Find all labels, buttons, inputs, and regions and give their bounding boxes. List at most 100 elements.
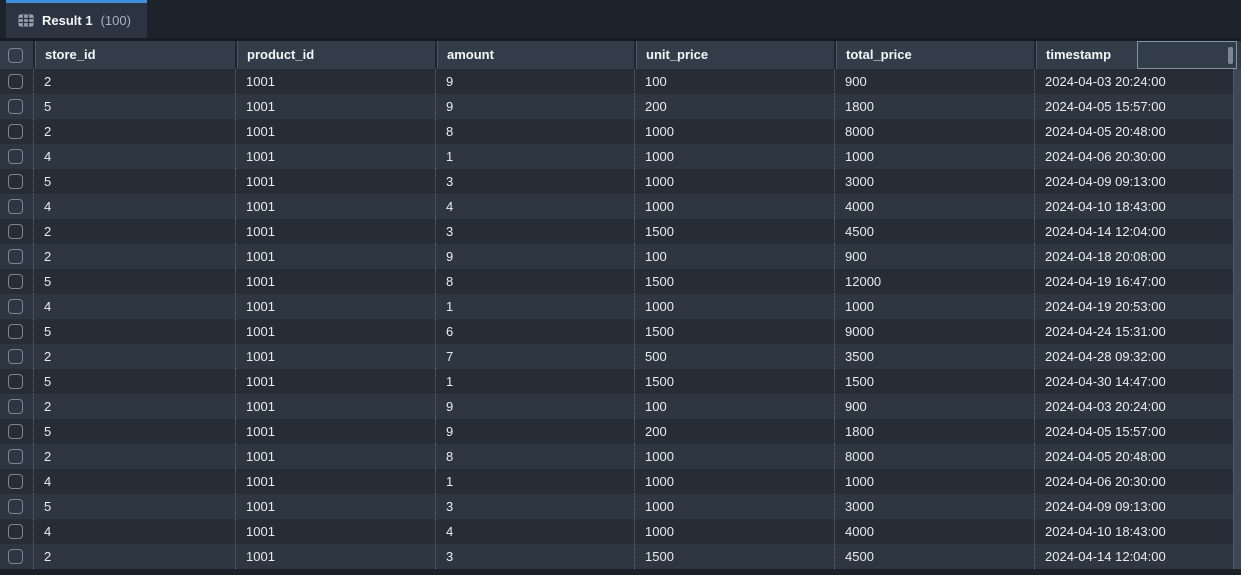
- cell-product_id[interactable]: 1001: [235, 219, 435, 244]
- cell-total_price[interactable]: 8000: [834, 119, 1034, 144]
- cell-amount[interactable]: 1: [435, 369, 634, 394]
- cell-unit_price[interactable]: 1500: [634, 269, 834, 294]
- row-checkbox[interactable]: [8, 174, 23, 189]
- cell-timestamp[interactable]: 2024-04-10 18:43:00: [1034, 194, 1233, 219]
- cell-unit_price[interactable]: 100: [634, 69, 834, 94]
- row-checkbox[interactable]: [8, 74, 23, 89]
- cell-total_price[interactable]: 1800: [834, 419, 1034, 444]
- cell-amount[interactable]: 8: [435, 444, 634, 469]
- cell-product_id[interactable]: 1001: [235, 344, 435, 369]
- scrollbar-gutter[interactable]: [1233, 319, 1241, 344]
- cell-timestamp[interactable]: 2024-04-06 20:30:00: [1034, 144, 1233, 169]
- row-checkbox[interactable]: [8, 399, 23, 414]
- cell-timestamp[interactable]: 2024-04-19 16:47:00: [1034, 269, 1233, 294]
- cell-total_price[interactable]: 3500: [834, 344, 1034, 369]
- cell-total_price[interactable]: 1800: [834, 94, 1034, 119]
- scrollbar-thumb[interactable]: [1228, 47, 1233, 64]
- cell-product_id[interactable]: 1001: [235, 119, 435, 144]
- cell-unit_price[interactable]: 1000: [634, 169, 834, 194]
- row-checkbox[interactable]: [8, 99, 23, 114]
- cell-store_id[interactable]: 2: [33, 244, 235, 269]
- row-checkbox[interactable]: [8, 549, 23, 564]
- cell-total_price[interactable]: 4500: [834, 219, 1034, 244]
- cell-timestamp[interactable]: 2024-04-03 20:24:00: [1034, 394, 1233, 419]
- cell-total_price[interactable]: 9000: [834, 319, 1034, 344]
- cell-amount[interactable]: 9: [435, 419, 634, 444]
- tab-result-1[interactable]: Result 1 (100): [6, 0, 147, 38]
- cell-product_id[interactable]: 1001: [235, 319, 435, 344]
- cell-timestamp[interactable]: 2024-04-05 15:57:00: [1034, 419, 1233, 444]
- cell-store_id[interactable]: 4: [33, 294, 235, 319]
- scrollbar-gutter[interactable]: [1233, 394, 1241, 419]
- cell-timestamp[interactable]: 2024-04-03 20:24:00: [1034, 69, 1233, 94]
- cell-amount[interactable]: 3: [435, 169, 634, 194]
- scrollbar-gutter[interactable]: [1233, 219, 1241, 244]
- cell-amount[interactable]: 6: [435, 319, 634, 344]
- cell-product_id[interactable]: 1001: [235, 69, 435, 94]
- column-header-product_id[interactable]: product_id: [235, 41, 435, 69]
- row-checkbox[interactable]: [8, 249, 23, 264]
- cell-store_id[interactable]: 4: [33, 194, 235, 219]
- cell-total_price[interactable]: 1000: [834, 294, 1034, 319]
- cell-store_id[interactable]: 2: [33, 219, 235, 244]
- row-checkbox[interactable]: [8, 124, 23, 139]
- cell-store_id[interactable]: 2: [33, 69, 235, 94]
- cell-product_id[interactable]: 1001: [235, 419, 435, 444]
- cell-total_price[interactable]: 4000: [834, 519, 1034, 544]
- cell-unit_price[interactable]: 1000: [634, 144, 834, 169]
- cell-unit_price[interactable]: 1000: [634, 519, 834, 544]
- cell-store_id[interactable]: 5: [33, 169, 235, 194]
- cell-total_price[interactable]: 12000: [834, 269, 1034, 294]
- cell-store_id[interactable]: 5: [33, 269, 235, 294]
- cell-unit_price[interactable]: 1000: [634, 494, 834, 519]
- row-checkbox[interactable]: [8, 299, 23, 314]
- cell-amount[interactable]: 1: [435, 294, 634, 319]
- cell-amount[interactable]: 7: [435, 344, 634, 369]
- cell-total_price[interactable]: 1000: [834, 469, 1034, 494]
- cell-total_price[interactable]: 1000: [834, 144, 1034, 169]
- column-header-store_id[interactable]: store_id: [33, 41, 235, 69]
- row-checkbox[interactable]: [8, 449, 23, 464]
- cell-amount[interactable]: 3: [435, 544, 634, 569]
- cell-amount[interactable]: 9: [435, 244, 634, 269]
- cell-timestamp[interactable]: 2024-04-24 15:31:00: [1034, 319, 1233, 344]
- cell-timestamp[interactable]: 2024-04-18 20:08:00: [1034, 244, 1233, 269]
- row-checkbox[interactable]: [8, 424, 23, 439]
- cell-product_id[interactable]: 1001: [235, 294, 435, 319]
- cell-unit_price[interactable]: 1000: [634, 469, 834, 494]
- cell-timestamp[interactable]: 2024-04-05 20:48:00: [1034, 119, 1233, 144]
- scrollbar-gutter[interactable]: [1233, 94, 1241, 119]
- cell-timestamp[interactable]: 2024-04-10 18:43:00: [1034, 519, 1233, 544]
- cell-product_id[interactable]: 1001: [235, 269, 435, 294]
- cell-total_price[interactable]: 900: [834, 394, 1034, 419]
- cell-amount[interactable]: 3: [435, 219, 634, 244]
- row-checkbox[interactable]: [8, 474, 23, 489]
- cell-unit_price[interactable]: 200: [634, 94, 834, 119]
- cell-product_id[interactable]: 1001: [235, 494, 435, 519]
- cell-product_id[interactable]: 1001: [235, 469, 435, 494]
- scrollbar-gutter[interactable]: [1233, 519, 1241, 544]
- cell-amount[interactable]: 1: [435, 144, 634, 169]
- cell-unit_price[interactable]: 1000: [634, 444, 834, 469]
- cell-product_id[interactable]: 1001: [235, 194, 435, 219]
- cell-timestamp[interactable]: 2024-04-05 15:57:00: [1034, 94, 1233, 119]
- cell-timestamp[interactable]: 2024-04-09 09:13:00: [1034, 494, 1233, 519]
- scrollbar-gutter[interactable]: [1233, 69, 1241, 94]
- cell-unit_price[interactable]: 1500: [634, 544, 834, 569]
- row-checkbox[interactable]: [8, 499, 23, 514]
- cell-amount[interactable]: 1: [435, 469, 634, 494]
- scrollbar-gutter[interactable]: [1233, 369, 1241, 394]
- cell-product_id[interactable]: 1001: [235, 544, 435, 569]
- cell-product_id[interactable]: 1001: [235, 444, 435, 469]
- select-all-checkbox[interactable]: [8, 48, 23, 63]
- cell-amount[interactable]: 8: [435, 269, 634, 294]
- cell-timestamp[interactable]: 2024-04-06 20:30:00: [1034, 469, 1233, 494]
- scrollbar-gutter[interactable]: [1233, 194, 1241, 219]
- cell-unit_price[interactable]: 200: [634, 419, 834, 444]
- column-header-amount[interactable]: amount: [435, 41, 634, 69]
- cell-store_id[interactable]: 4: [33, 519, 235, 544]
- scrollbar-gutter[interactable]: [1233, 244, 1241, 269]
- cell-unit_price[interactable]: 1500: [634, 319, 834, 344]
- row-checkbox[interactable]: [8, 524, 23, 539]
- cell-unit_price[interactable]: 1000: [634, 194, 834, 219]
